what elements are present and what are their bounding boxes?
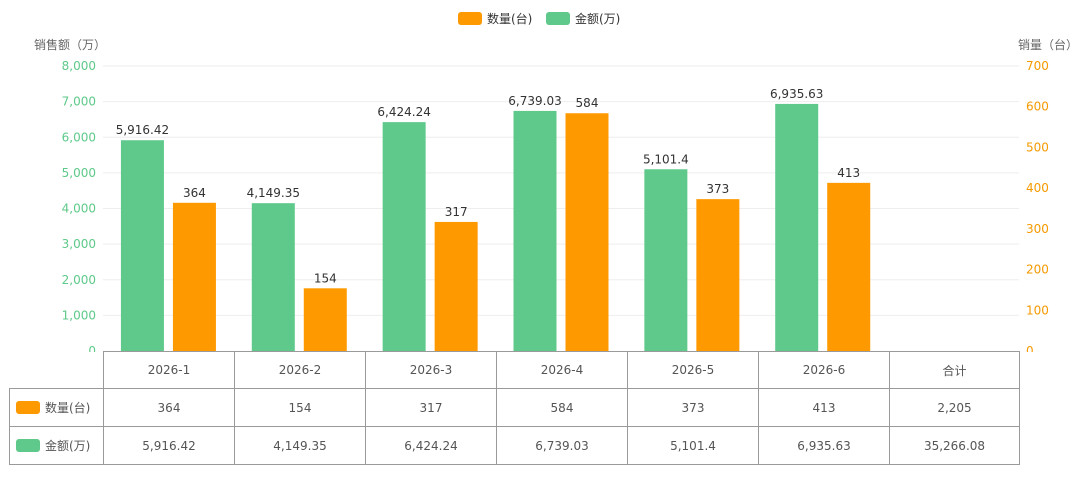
table-cell: 584 [496,388,628,427]
quantity-bar[interactable] [565,113,609,351]
row-label-text: 数量(台) [45,401,91,415]
y-left-tick-label: 0 [88,344,96,352]
row-swatch-amount [16,439,40,452]
amount-data-label: 6,739.03 [508,94,561,108]
quantity-data-label: 317 [445,205,468,219]
y-left-tick-label: 6,000 [62,130,96,144]
quantity-bar[interactable] [434,221,478,351]
sales-combo-chart: 数量(台) 金额(万) 销售额（万） 销量（台） 0 1,000 2,000 3,00… [34,11,1078,352]
table-row-label: 数量(台) [9,388,104,427]
y-left-tick-label: 2,000 [62,273,96,287]
table-cell: 4,149.35 [234,426,366,465]
quantity-data-label: 413 [837,166,860,180]
amount-bar[interactable] [382,122,426,352]
amount-data-label: 4,149.35 [247,186,300,200]
y-right-tick-label: 300 [1026,222,1049,236]
legend-item-amount[interactable]: 金额(万) [546,11,620,26]
legend-label-amount: 金额(万) [575,11,620,26]
y-right-tick-label: 700 [1026,59,1049,73]
quantity-bar[interactable] [696,199,740,351]
y-left-tick-label: 5,000 [62,166,96,180]
table-cell: 6,935.63 [758,426,890,465]
y-left-tick-label: 1,000 [62,308,96,322]
table-cell: 5,916.42 [103,426,235,465]
legend-swatch-quantity [458,12,482,25]
table-header-cell: 2026-4 [496,351,628,389]
table-cell: 5,101.4 [627,426,759,465]
y-right-tick-label: 600 [1026,100,1049,114]
table-row-amount: 金额(万) 5,916.42 4,149.35 6,424.24 6,739.0… [9,426,1020,465]
y-right-tick-label: 200 [1026,263,1049,277]
chart-legend: 数量(台) 金额(万) [458,11,620,26]
table-header-row: 2026-1 2026-2 2026-3 2026-4 2026-5 2026-… [9,351,1020,389]
y-left-tick-label: 3,000 [62,237,96,251]
quantity-data-label: 154 [314,271,337,285]
data-table: 2026-1 2026-2 2026-3 2026-4 2026-5 2026-… [9,351,1020,465]
table-header-cell: 2026-6 [758,351,890,389]
quantity-bar[interactable] [172,202,216,351]
y-right-axis-title: 销量（台） [1018,37,1078,52]
quantity-data-label: 584 [576,96,599,110]
amount-bar[interactable] [251,203,295,351]
table-cell: 6,424.24 [365,426,497,465]
y-left-tick-label: 8,000 [62,59,96,73]
legend-label-quantity: 数量(台) [487,11,532,26]
y-left-axis-title: 销售额（万） [34,37,106,52]
table-cell-total: 2,205 [889,388,1020,427]
quantity-data-label: 373 [706,182,729,196]
row-swatch-quantity [16,401,40,414]
table-cell: 373 [627,388,759,427]
table-header-total: 合计 [889,351,1020,389]
y-right-tick-label: 500 [1026,140,1049,154]
table-cell: 154 [234,388,366,427]
quantity-bar[interactable] [827,182,871,351]
table-row-label: 金额(万) [9,426,104,465]
y-left-tick-label: 7,000 [62,95,96,109]
chart-bars [120,103,871,352]
legend-item-quantity[interactable]: 数量(台) [458,11,532,26]
row-label-text: 金额(万) [45,439,91,453]
quantity-bar[interactable] [303,288,347,351]
table-header-cell: 2026-1 [103,351,235,389]
table-cell: 6,739.03 [496,426,628,465]
amount-bar[interactable] [644,169,688,351]
amount-bar[interactable] [513,110,557,351]
amount-bar[interactable] [120,140,164,351]
legend-swatch-amount [546,12,570,25]
table-row-quantity: 数量(台) 364 154 317 584 373 413 2,205 [9,388,1020,427]
quantity-data-label: 364 [183,186,206,200]
amount-data-label: 5,916.42 [116,123,169,137]
amount-data-label: 5,101.4 [643,152,689,166]
table-header-cell: 2026-5 [627,351,759,389]
y-right-tick-label: 400 [1026,181,1049,195]
table-cell-total: 35,266.08 [889,426,1020,465]
table-cell: 364 [103,388,235,427]
amount-bar[interactable] [775,103,819,351]
y-right-tick-label: 0 [1026,344,1034,352]
table-corner-cell [9,351,104,389]
y-right-tick-label: 100 [1026,303,1049,317]
y-left-ticks: 0 1,000 2,000 3,000 4,000 5,000 6,000 7,000 8,00… [62,59,96,352]
table-header-cell: 2026-3 [365,351,497,389]
amount-data-label: 6,935.63 [770,87,823,101]
chart-data-labels: 5,916.42 364 4,149.35 154 6,424.24 317 6,739.0… [116,87,860,285]
table-header-cell: 2026-2 [234,351,366,389]
table-cell: 317 [365,388,497,427]
amount-data-label: 6,424.24 [377,105,430,119]
table-cell: 413 [758,388,890,427]
y-left-tick-label: 4,000 [62,202,96,216]
y-right-ticks: 0 100 200 300 400 500 600 700 [1026,59,1049,352]
